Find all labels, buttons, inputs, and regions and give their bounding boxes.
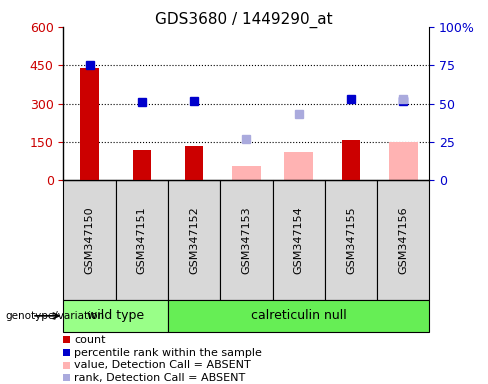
Text: GSM347153: GSM347153 (242, 206, 251, 274)
Bar (168, 300, 429, 332)
Bar (220, 180, 273, 300)
Bar (325, 180, 377, 300)
Bar (63, 300, 168, 332)
Text: genotype/variation: genotype/variation (5, 311, 104, 321)
Bar (273, 180, 325, 300)
Bar (81, 68, 99, 180)
Text: percentile rank within the sample: percentile rank within the sample (75, 348, 263, 358)
Bar (285, 152, 313, 180)
Bar (389, 142, 418, 180)
Text: rank, Detection Call = ABSENT: rank, Detection Call = ABSENT (75, 373, 246, 383)
Text: calreticulin null: calreticulin null (251, 310, 346, 322)
Text: GSM347155: GSM347155 (346, 206, 356, 274)
Text: GSM347151: GSM347151 (137, 206, 147, 274)
Bar (133, 150, 151, 180)
Bar (63, 180, 116, 300)
Bar (377, 180, 429, 300)
Text: GDS3680 / 1449290_at: GDS3680 / 1449290_at (155, 12, 333, 28)
Text: count: count (75, 335, 106, 345)
Text: GSM347152: GSM347152 (189, 206, 199, 274)
Bar (185, 146, 203, 180)
Bar (168, 180, 220, 300)
Bar (116, 180, 168, 300)
Bar (232, 166, 261, 180)
Text: GSM347150: GSM347150 (84, 206, 95, 274)
Text: wild type: wild type (87, 310, 144, 322)
Text: value, Detection Call = ABSENT: value, Detection Call = ABSENT (75, 360, 251, 370)
Text: GSM347156: GSM347156 (398, 206, 408, 274)
Text: GSM347154: GSM347154 (294, 206, 304, 274)
Bar (342, 139, 360, 180)
